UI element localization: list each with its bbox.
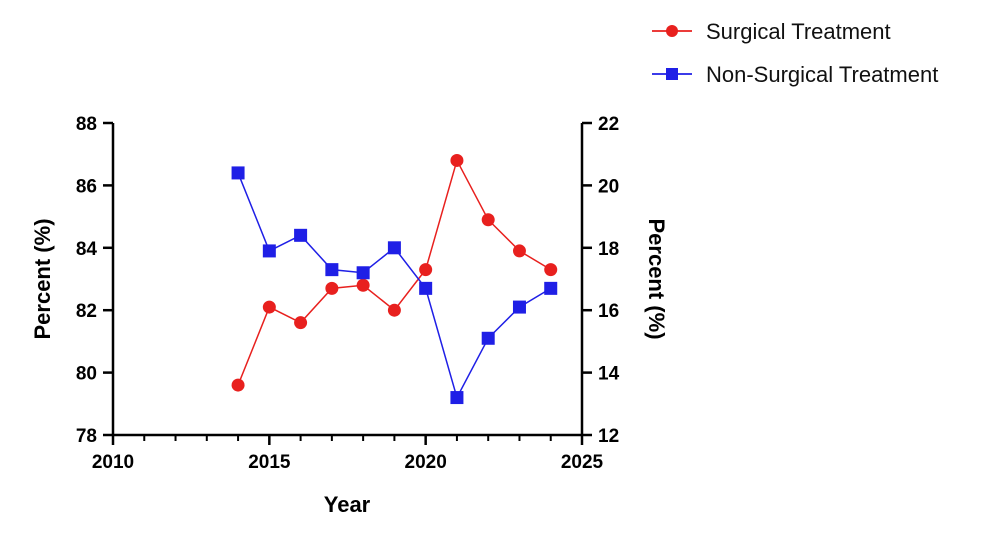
right-y-tick-label: 18 [598,239,619,260]
legend-marker-surgical [666,25,678,37]
data-point-non-surgical [544,281,558,295]
data-point-non-surgical [419,281,433,295]
legend-item-non-surgical: Non-Surgical Treatment [652,62,938,87]
right-y-tick-label: 22 [598,114,619,135]
right-y-tick-label: 14 [598,364,620,385]
data-point-non-surgical [481,331,495,345]
data-point-surgical [450,153,464,167]
legend-label-non-surgical: Non-Surgical Treatment [706,62,938,87]
data-point-surgical [544,263,558,277]
data-point-non-surgical [356,266,370,280]
x-axis-title: Year [324,492,371,517]
legend-label-surgical: Surgical Treatment [706,19,891,44]
data-point-non-surgical [325,263,339,277]
series-line-surgical [237,158,552,386]
data-point-non-surgical [387,241,401,255]
data-point-surgical [262,300,276,314]
data-point-non-surgical [262,244,276,258]
data-point-surgical [356,278,370,292]
left-y-tick-label: 88 [76,114,97,135]
legend-item-surgical: Surgical Treatment [652,19,891,44]
left-y-tick-label: 80 [76,364,97,385]
data-point-surgical [294,316,308,330]
data-point-surgical [325,281,339,295]
data-point-non-surgical [450,391,464,405]
left-y-tick-label: 86 [76,176,97,197]
right-y-tick-label: 20 [598,176,619,197]
left-y-axis-title: Percent (%) [30,218,55,339]
left-y-tick-label: 82 [76,301,97,322]
left-y-tick-label: 84 [76,239,98,260]
right-y-axis-title: Percent (%) [644,218,669,339]
legend-marker-non-surgical [666,68,678,80]
x-tick-label: 2020 [405,452,447,473]
data-point-surgical [512,244,526,258]
legend: Surgical Treatment Non-Surgical Treatmen… [652,19,938,87]
left-y-axis-ticks: 78 80 82 84 86 88 [76,114,113,447]
data-point-non-surgical [512,300,526,314]
data-point-non-surgical [231,166,245,180]
data-point-non-surgical [294,228,308,242]
data-point-surgical [231,378,245,392]
data-point-surgical [481,213,495,227]
x-tick-label: 2025 [561,452,604,473]
x-tick-label: 2010 [92,452,134,473]
series-line-non-surgical [237,172,552,400]
right-y-axis-ticks: 12 14 16 18 20 22 [582,114,620,447]
right-y-tick-label: 16 [598,301,619,322]
left-y-tick-label: 78 [76,426,97,447]
right-y-tick-label: 12 [598,426,619,447]
data-point-surgical [387,303,401,317]
x-tick-label: 2015 [248,452,291,473]
data-point-surgical [419,263,433,277]
axes [111,123,584,437]
series-layer [231,153,558,405]
x-axis-ticks: 2010 2015 2020 2025 [92,435,604,473]
